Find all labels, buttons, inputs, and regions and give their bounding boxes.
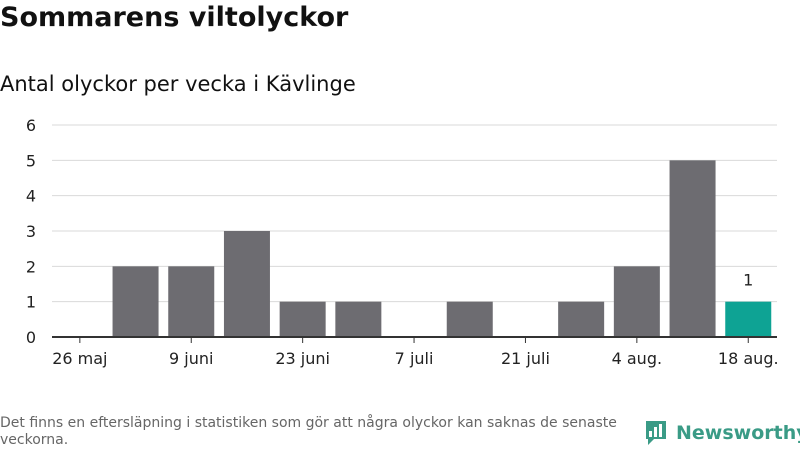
bar-highlight [725,301,772,337]
bar [335,301,382,337]
x-tick-label: 21 juli [501,349,550,368]
bar [613,266,660,337]
x-tick-label: 9 juni [169,349,213,368]
newsworthy-logo-icon [646,421,666,445]
bar-chart: 0 1 2 3 4 5 6 1 26 maj 9 juni 23 juni 7 juli 21 juli… [26,116,779,368]
x-tick-label: 18 aug. [718,349,779,368]
bar [279,301,326,337]
x-tick-label: 26 maj [52,349,107,368]
y-tick-label: 4 [26,187,36,206]
y-tick-label: 6 [26,116,36,135]
bar [223,231,270,337]
brand-logo: Newsworthy [644,419,800,447]
x-tick-label: 7 juli [395,349,434,368]
x-tick-label: 4 aug. [612,349,662,368]
chart-title: Sommarens viltolyckor [0,2,349,33]
bar [446,301,493,337]
bar [112,266,159,337]
bar [558,301,605,337]
y-tick-label: 0 [26,328,36,347]
brand-name: Newsworthy [676,422,800,444]
y-tick-label: 3 [26,222,36,241]
data-label: 1 [743,271,753,290]
bar [168,266,215,337]
y-tick-label: 1 [26,293,36,312]
bar [669,160,716,337]
footnote: Det finns en eftersläpning i statistiken… [0,415,617,448]
chart-subtitle: Antal olyckor per vecka i Kävlinge [0,72,356,96]
x-tick-label: 23 juni [275,349,330,368]
y-tick-label: 5 [26,151,36,170]
y-tick-label: 2 [26,257,36,276]
